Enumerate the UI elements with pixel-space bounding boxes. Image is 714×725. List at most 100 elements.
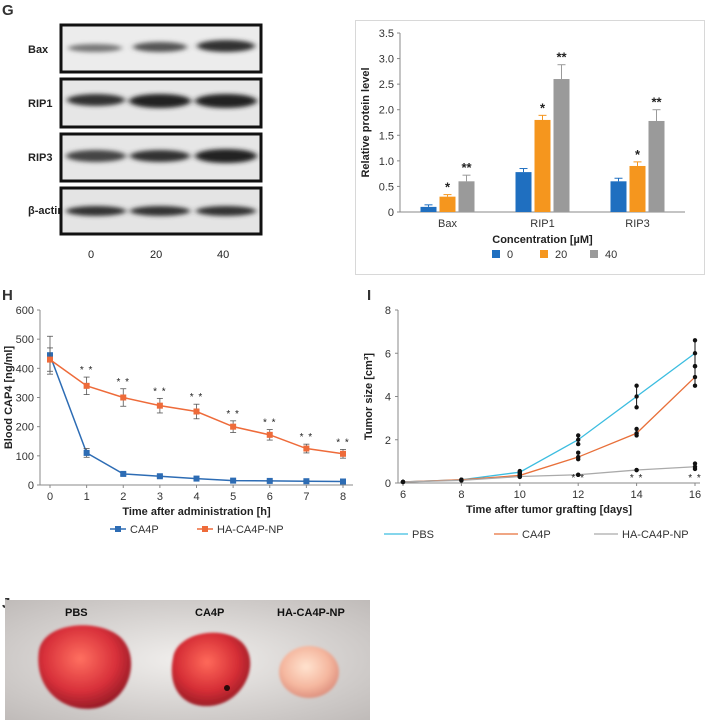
- chart-i-y-tick-label: 0: [385, 478, 391, 490]
- chart-h-point: [266, 431, 273, 438]
- chart-h-x-label: Time after administration [h]: [122, 506, 271, 518]
- chart-h-significance: * *: [190, 392, 204, 403]
- chart-h-legend-label: CA4P: [130, 524, 159, 536]
- chart-g-x-label: Concentration [µM]: [492, 234, 593, 246]
- chart-h-point: [266, 477, 273, 484]
- chart-i-point: [576, 450, 581, 455]
- blot-conc-0: 0: [88, 249, 95, 261]
- chart-g-significance: **: [556, 50, 567, 65]
- chart-h-significance: * *: [153, 386, 167, 397]
- chart-i-x-tick-label: 10: [514, 489, 526, 501]
- chart-i-point: [634, 383, 639, 388]
- chart-h-significance: * *: [116, 377, 130, 388]
- chart-h-x-tick-label: 8: [340, 491, 346, 503]
- chart-g-bar: [515, 172, 532, 212]
- chart-h-point: [230, 477, 237, 484]
- chart-i-point: [576, 454, 581, 460]
- chart-g-x-tick-label: RIP3: [625, 218, 649, 230]
- photo-label-ca4p: CA4P: [195, 607, 225, 619]
- chart-i-legend-label: HA-CA4P-NP: [622, 529, 689, 541]
- chart-h-x-tick-label: 7: [303, 491, 309, 503]
- chart-g-significance: *: [445, 180, 451, 195]
- chart-h-point: [83, 382, 90, 389]
- chart-i-point: [692, 374, 698, 380]
- chart-g-y-tick-label: 2.0: [379, 105, 394, 117]
- western-blot: Bax RIP1 RIP3 β-actin: [0, 20, 290, 270]
- chart-g-bar: [648, 120, 665, 212]
- panel-label-h: H: [2, 287, 13, 304]
- chart-g-bar: [553, 79, 570, 213]
- chart-h-significance: * *: [80, 365, 94, 376]
- chart-i-y-tick-label: 6: [385, 348, 391, 360]
- chart-i-point: [692, 338, 698, 343]
- chart-g-legend-label: 0: [507, 249, 513, 261]
- chart-h-legend-label: HA-CA4P-NP: [217, 524, 284, 536]
- chart-i-x-tick-label: 16: [689, 489, 701, 501]
- chart-h-point: [303, 478, 310, 485]
- chart-g-bar: [420, 206, 437, 212]
- chart-i-series-line: [402, 376, 696, 483]
- chart-i-significance: * *: [630, 473, 644, 484]
- chart-g-legend-label: 20: [555, 249, 567, 261]
- chart-h-point: [303, 445, 310, 452]
- chart-i-significance: * *: [571, 473, 585, 484]
- chart-i-point: [692, 464, 698, 469]
- chart-i-point: [517, 474, 522, 479]
- chart-h-point: [340, 450, 346, 457]
- chart-h-point: [156, 402, 163, 409]
- chart-i-significance: * *: [688, 473, 702, 484]
- chart-g-legend-swatch: [492, 250, 500, 258]
- chart-g-y-tick-label: 2.5: [379, 79, 394, 91]
- chart-i-point: [576, 437, 581, 442]
- chart-h-x-tick-label: 3: [157, 491, 163, 503]
- chart-i-x-tick-label: 12: [572, 489, 584, 501]
- chart-h-significance: * *: [263, 418, 277, 429]
- chart-h-x-tick-label: 5: [230, 491, 236, 503]
- chart-h-y-tick-label: 400: [16, 363, 34, 375]
- tumor-photo-image: [5, 600, 370, 720]
- chart-h-y-tick-label: 300: [16, 393, 34, 405]
- chart-g-y-tick-label: 3.5: [379, 28, 394, 40]
- chart-h-x-tick-label: 1: [84, 491, 90, 503]
- chart-h-point: [47, 356, 53, 363]
- chart-i-legend-label: CA4P: [522, 529, 551, 541]
- chart-h-x-tick-label: 4: [193, 491, 199, 503]
- chart-i-legend-label: PBS: [412, 529, 434, 541]
- chart-g-y-tick-label: 1.0: [379, 156, 394, 168]
- chart-g-x-tick-label: RIP1: [530, 218, 554, 230]
- chart-g-legend-label: 40: [605, 249, 617, 261]
- chart-i-point: [634, 431, 639, 436]
- chart-h-x-tick-label: 2: [120, 491, 126, 503]
- chart-i: 0 2 4 6 8 6 8 10 12 14 16 * * * * * * Tumor size [cm³]…: [363, 305, 702, 541]
- chart-i-point: [634, 426, 639, 432]
- chart-h-point: [156, 473, 163, 480]
- photo-label-pbs: PBS: [65, 607, 88, 619]
- chart-h-significance: * *: [300, 432, 314, 443]
- blot-label-beta-actin: β-actin: [28, 205, 65, 217]
- chart-g-bar: [629, 165, 646, 212]
- tumor-photo: PBS CA4P HA-CA4P-NP: [5, 600, 370, 720]
- chart-g-bar: [458, 181, 475, 212]
- chart-g: 00.51.01.52.02.53.03.5Bax***RIP1***RIP3*…: [355, 20, 705, 275]
- chart-i-series-line: [402, 466, 696, 483]
- chart-h-point: [193, 408, 200, 415]
- panel-label-i: I: [367, 287, 372, 304]
- blot-image: [59, 23, 263, 236]
- chart-i-x-tick-label: 8: [458, 489, 464, 501]
- chart-i-point: [576, 433, 581, 438]
- chart-h-x-tick-label: 0: [47, 491, 53, 503]
- chart-i-point: [634, 467, 639, 473]
- chart-i-point: [634, 405, 639, 410]
- chart-i-y-tick-label: 4: [385, 392, 391, 404]
- chart-h-legend-marker: [115, 526, 121, 532]
- blot-conc-20: 20: [150, 249, 163, 261]
- chart-h-legend-marker: [202, 526, 208, 532]
- chart-g-bar: [439, 196, 456, 212]
- blot-label-rip1: RIP1: [28, 98, 53, 110]
- chart-h-point: [120, 394, 127, 401]
- chart-h: 0 100 200 300 400 500 600 0 1 2 3 4 5 6 7 8 * * * * * * * *…: [3, 305, 353, 536]
- chart-g-bar: [534, 119, 551, 212]
- chart-h-point: [230, 423, 237, 430]
- chart-h-y-tick-label: 200: [16, 422, 34, 434]
- chart-g-significance: *: [635, 147, 641, 162]
